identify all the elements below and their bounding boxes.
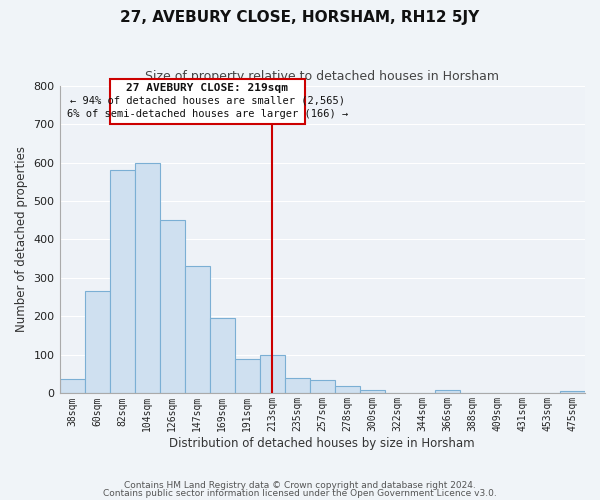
Text: Contains HM Land Registry data © Crown copyright and database right 2024.: Contains HM Land Registry data © Crown c… <box>124 481 476 490</box>
Bar <box>160 220 185 394</box>
Y-axis label: Number of detached properties: Number of detached properties <box>15 146 28 332</box>
Bar <box>310 380 335 394</box>
Bar <box>560 391 585 394</box>
Text: Contains public sector information licensed under the Open Government Licence v3: Contains public sector information licen… <box>103 488 497 498</box>
Bar <box>185 266 209 394</box>
FancyBboxPatch shape <box>110 80 305 124</box>
Bar <box>110 170 134 394</box>
Bar <box>235 359 260 394</box>
X-axis label: Distribution of detached houses by size in Horsham: Distribution of detached houses by size … <box>169 437 475 450</box>
Text: ← 94% of detached houses are smaller (2,565): ← 94% of detached houses are smaller (2,… <box>70 96 344 106</box>
Title: Size of property relative to detached houses in Horsham: Size of property relative to detached ho… <box>145 70 499 83</box>
Bar <box>85 292 110 394</box>
Bar <box>260 355 285 394</box>
Bar <box>285 378 310 394</box>
Bar <box>335 386 360 394</box>
Text: 27, AVEBURY CLOSE, HORSHAM, RH12 5JY: 27, AVEBURY CLOSE, HORSHAM, RH12 5JY <box>121 10 479 25</box>
Text: 27 AVEBURY CLOSE: 219sqm: 27 AVEBURY CLOSE: 219sqm <box>126 84 288 94</box>
Text: 6% of semi-detached houses are larger (166) →: 6% of semi-detached houses are larger (1… <box>67 109 348 119</box>
Bar <box>435 390 460 394</box>
Bar <box>134 162 160 394</box>
Bar <box>209 318 235 394</box>
Bar <box>360 390 385 394</box>
Bar <box>59 379 85 394</box>
